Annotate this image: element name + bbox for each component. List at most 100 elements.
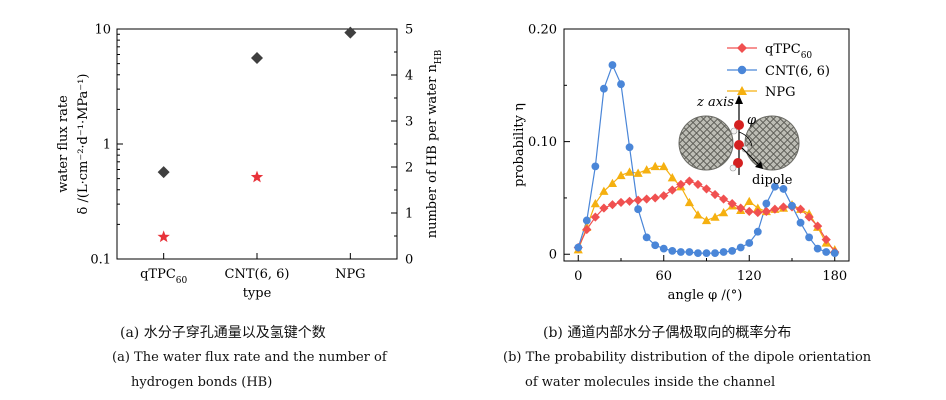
chart-b-cnt-point	[736, 243, 745, 252]
chart-b-y-tick-label: 0.20	[528, 23, 557, 38]
chart-b-cnt-point	[694, 249, 702, 258]
chart-b-y-tick-label: 0.10	[528, 135, 557, 150]
legend-marker-qtpc	[737, 43, 747, 53]
chart-b-cnt-point	[685, 248, 694, 256]
dipole-arrowhead	[755, 161, 763, 169]
legend-label-cnt: CNT(6, 6)	[765, 64, 830, 79]
chart-b-cnt-point	[745, 239, 754, 247]
chart-b-x-tick-label: 0	[574, 269, 582, 284]
caption-b-english-line1: (b) The probability distribution of the …	[503, 350, 872, 365]
chart-b-cnt-point	[805, 233, 814, 242]
chart-b-qtpc-point	[607, 200, 618, 210]
chart-a-right-axis: 0 1 2 3 4 5	[391, 23, 413, 268]
chart-b-x-tick-label: 180	[822, 269, 847, 284]
chart-b-qtpc-point	[813, 221, 823, 231]
chart-b-cnt-point	[625, 143, 634, 152]
chart-a-flux-point	[157, 166, 170, 179]
water-hydrogen-3	[729, 164, 737, 172]
chart-a-left-tick-label: 1	[103, 138, 111, 153]
chart-b-x-tick-label: 120	[737, 269, 762, 284]
caption-b-english-line2: of water molecules inside the channel	[525, 375, 776, 390]
chart-b-qtpc-point	[701, 184, 712, 194]
chart-b-qtpc-point	[719, 194, 729, 204]
chart-b-cnt-point	[711, 249, 719, 258]
chart-a-hb-point	[250, 170, 264, 183]
chart-b-qtpc-point	[736, 203, 746, 213]
z-axis-arrowhead	[735, 95, 743, 104]
chart-b-cnt-point	[668, 246, 677, 255]
chart-a-right-tick-label: 5	[405, 23, 413, 38]
caption-b-chinese: (b) 通道内部水分子偶极取向的概率分布	[543, 325, 792, 341]
chart-b-cnt-point	[608, 61, 617, 69]
chart-b-cnt-point	[728, 246, 737, 255]
legend-label-qtpc: qTPC60	[765, 42, 812, 61]
water-hydrogen-1	[730, 127, 738, 135]
chart-b-npg-point	[719, 207, 729, 217]
caption-a-english-line2: hydrogen bonds (HB)	[131, 375, 273, 390]
chart-a-ylabel-line1: water flux rate	[56, 95, 71, 193]
chart-a: 0.1 1 10 0 1 2 3 4 5 qTPC60 CNT(6, 6) NPG water f…	[56, 23, 444, 302]
chart-b-npg-point	[590, 198, 600, 208]
chart-b-qtpc-point	[684, 176, 694, 186]
chart-b-cnt-point	[702, 249, 711, 258]
chart-b-y-axis: 0 0.10 0.20	[528, 23, 570, 263]
chart-a-right-tick-label: 2	[405, 161, 413, 176]
chart-b-npg-point	[616, 170, 626, 180]
angle-label: φ	[747, 113, 757, 128]
chart-b-qtpc-point	[616, 197, 626, 208]
chart-b-npg-point	[684, 197, 694, 207]
chart-b-qtpc-point	[761, 206, 771, 217]
chart-b-cnt-point	[813, 244, 822, 253]
chart-b-qtpc-point	[804, 212, 814, 222]
chart-b-qtpc-point	[667, 185, 677, 195]
z-axis-label: z axis	[696, 95, 734, 110]
chart-b-series	[573, 61, 840, 258]
chart-b-npg-point	[667, 173, 677, 182]
chart-b-cnt-point	[642, 233, 651, 242]
chart-b-cnt-point	[822, 248, 831, 256]
chart-b-npg-point	[659, 161, 669, 171]
chart-b-cnt-point	[762, 199, 771, 208]
caption-a-chinese: (a) 水分子穿孔通量以及氢键个数	[120, 325, 326, 341]
chart-b-cnt-point	[599, 84, 608, 93]
chart-b-npg-point	[633, 168, 643, 177]
chart-b-qtpc-point	[590, 212, 600, 222]
chart-b-qtpc-point	[582, 224, 592, 235]
chart-b-qtpc-point	[624, 196, 635, 206]
chart-a-y2label: number of HB per water nHB	[425, 49, 444, 238]
chart-b-x-tick-label: 60	[655, 269, 672, 284]
chart-b: 0 0.10 0.20 0 60 120 180 probability η angle …	[512, 23, 850, 303]
chart-a-right-tick-label: 1	[405, 207, 413, 222]
chart-b-npg-point	[624, 167, 635, 176]
chart-b-qtpc-point	[744, 206, 754, 217]
chart-a-hb-point	[157, 230, 170, 243]
chart-b-npg-point	[744, 196, 754, 205]
chart-b-qtpc-point	[650, 193, 660, 203]
chart-a-flux-point	[251, 51, 263, 64]
chart-b-xlabel: angle φ /(°)	[668, 288, 743, 303]
chart-a-x-axis: qTPC60 CNT(6, 6) NPG	[140, 253, 366, 286]
water-oxygen-1	[734, 120, 744, 130]
chart-b-cnt-point	[659, 244, 668, 253]
chart-b-cnt-point	[651, 241, 660, 250]
chart-b-qtpc-point	[642, 194, 652, 204]
chart-b-cnt-point	[617, 80, 625, 89]
chart-b-qtpc-point	[693, 179, 703, 190]
chart-b-y-tick-label: 0	[549, 248, 557, 263]
chart-a-left-axis: 0.1 1 10	[90, 23, 123, 268]
chart-b-cnt-point	[779, 185, 788, 193]
chart-b-qtpc-point	[821, 235, 831, 245]
chart-b-cnt-point	[582, 216, 591, 225]
chart-b-cnt-point	[634, 205, 643, 214]
water-oxygen-3	[733, 158, 743, 168]
chart-a-ylabel-line2: δ /(L·cm⁻²·d⁻¹·MPa⁻¹)	[76, 74, 91, 215]
chart-b-npg-point	[753, 203, 763, 212]
chart-b-cnt-point	[770, 182, 779, 191]
chart-b-cnt-point	[830, 249, 839, 258]
chart-a-right-tick-label: 0	[405, 253, 413, 268]
chart-b-qtpc-point	[710, 189, 720, 200]
chart-b-qtpc-point	[659, 191, 669, 201]
chart-b-x-axis: 0 60 120 180	[574, 255, 847, 284]
chart-b-qtpc-point	[753, 207, 763, 218]
